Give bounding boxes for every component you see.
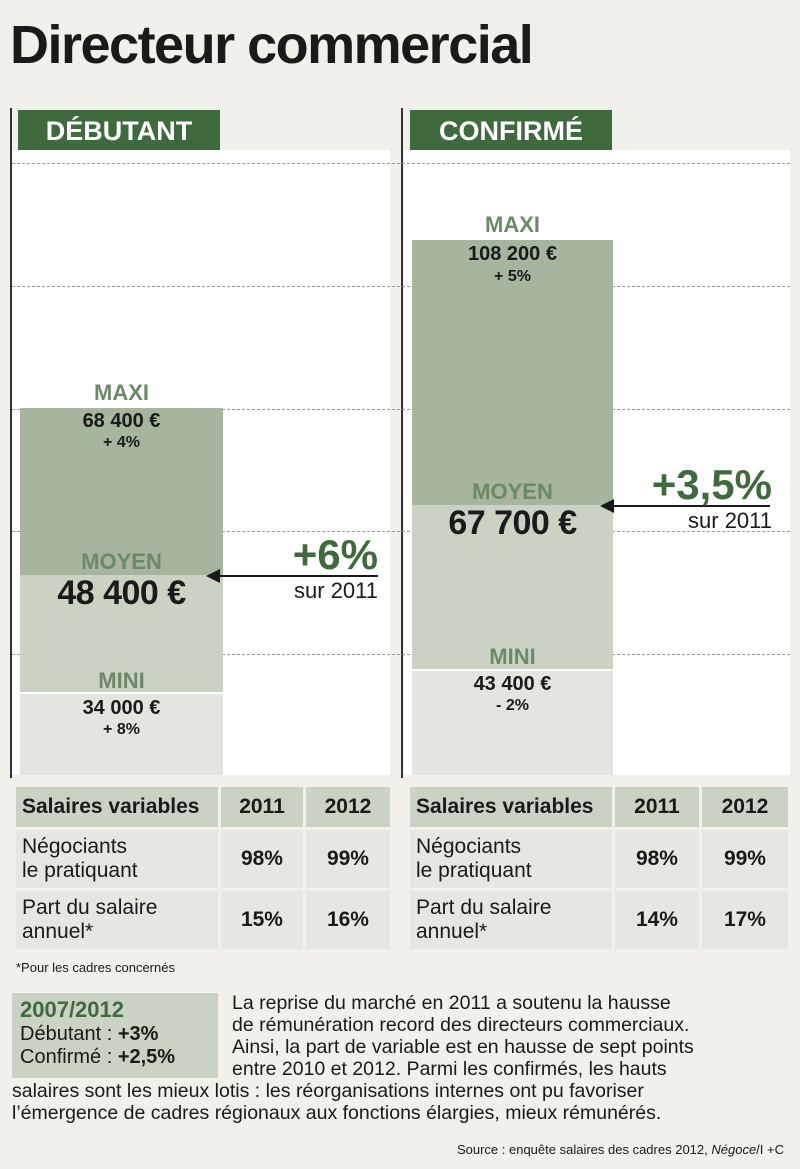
table-row: Part du salaire annuel* 14% 17% <box>410 891 788 949</box>
change-label: + 8% <box>103 721 140 738</box>
arrow-head <box>600 499 614 513</box>
table-row: Négociants le pratiquant 98% 99% <box>16 830 390 888</box>
bar-maxi <box>412 240 613 505</box>
chart-title-debutant: DÉBUTANT <box>18 110 220 150</box>
table-row-label: Part du salaire annuel* <box>16 891 218 949</box>
gridline <box>12 409 790 410</box>
table-header-cell: Salaires variables <box>16 787 218 827</box>
data-label: 34 000 € <box>82 697 161 719</box>
average-arrow <box>612 505 770 507</box>
source-credit: Source : enquête salaires des cadres 201… <box>456 1142 784 1157</box>
table-header-cell: 2012 <box>701 787 788 827</box>
chart-title-confirme: CONFIRMÉ <box>410 110 612 150</box>
change-label: + 5% <box>494 268 531 285</box>
summary-row: Confirmé : +2,5% <box>20 1046 176 1068</box>
segment-label: MINI <box>489 644 536 669</box>
data-label: 67 700 € <box>448 504 577 542</box>
change-label: + 4% <box>103 434 140 451</box>
table-cell: 14% <box>615 891 699 949</box>
bar-moyen <box>20 575 223 692</box>
table-row-label: Négociants le pratiquant <box>410 830 612 888</box>
table-cell: 98% <box>221 830 303 888</box>
panel-divider <box>401 108 403 778</box>
page-title: Directeur commercial <box>10 15 534 75</box>
bar-maxi <box>20 408 223 575</box>
segment-label: MINI <box>98 668 145 693</box>
table-row: Négociants le pratiquant 98% 99% <box>410 830 788 888</box>
change-label: - 2% <box>496 697 529 714</box>
salary-table-confirme: Salaires variables 2011 2012 Négociants l… <box>407 784 791 952</box>
data-label: 48 400 € <box>57 574 186 612</box>
summary-title: 2007/2012 <box>20 997 124 1022</box>
table-row-label: Négociants le pratiquant <box>16 830 218 888</box>
segment-label: MAXI <box>485 212 540 237</box>
segment-label: MOYEN <box>472 479 553 504</box>
article-line: l’émergence de cadres régionaux aux fonc… <box>12 1102 662 1124</box>
bar-moyen <box>412 505 613 669</box>
gridline <box>12 654 790 655</box>
table-header-cell: 2011 <box>615 787 699 827</box>
bar-mini <box>20 694 223 775</box>
article-line: entre 2010 et 2012. Parmi les confirmés,… <box>232 1058 667 1080</box>
average-arrow <box>218 575 378 577</box>
table-header-cell: 2012 <box>305 787 390 827</box>
data-label: 43 400 € <box>473 673 552 695</box>
data-label: 108 200 € <box>468 243 557 265</box>
table-cell: 99% <box>701 830 788 888</box>
table-cell: 99% <box>305 830 390 888</box>
data-label: 68 400 € <box>82 410 161 432</box>
gridline <box>12 286 790 287</box>
segment-label: MAXI <box>94 380 149 405</box>
article-line: Ainsi, la part de variable est en hausse… <box>232 1036 694 1058</box>
average-change-ref: sur 2011 <box>688 508 772 533</box>
bar-mini <box>412 671 613 775</box>
average-change: +3,5% <box>651 461 772 508</box>
article-line: La reprise du marché en 2011 a soutenu l… <box>232 992 671 1014</box>
table-cell: 17% <box>701 891 788 949</box>
summary-row: Débutant : +3% <box>20 1023 159 1045</box>
table-row: Part du salaire annuel* 15% 16% <box>16 891 390 949</box>
table-cell: 15% <box>221 891 303 949</box>
footnote: *Pour les cadres concernés <box>16 960 175 975</box>
article-line: de rémunération record des directeurs co… <box>232 1014 690 1036</box>
table-row-label: Part du salaire annuel* <box>410 891 612 949</box>
gridline <box>12 531 790 532</box>
table-header-cell: 2011 <box>221 787 303 827</box>
table-header-row: Salaires variables 2011 2012 <box>410 787 788 827</box>
table-cell: 98% <box>615 830 699 888</box>
salary-table-debutant: Salaires variables 2011 2012 Négociants l… <box>13 784 393 952</box>
segment-label: MOYEN <box>81 549 162 574</box>
average-change-ref: sur 2011 <box>294 578 378 603</box>
panel-divider <box>10 108 12 778</box>
gridline <box>12 163 790 164</box>
summary-box: 2007/2012 Débutant : +3% Confirmé : +2,5… <box>12 993 218 1078</box>
table-header-cell: Salaires variables <box>410 787 612 827</box>
article-line: salaires sont les mieux lotis : les réor… <box>12 1080 644 1102</box>
table-header-row: Salaires variables 2011 2012 <box>16 787 390 827</box>
table-cell: 16% <box>305 891 390 949</box>
average-change: +6% <box>292 531 378 578</box>
arrow-head <box>206 569 220 583</box>
